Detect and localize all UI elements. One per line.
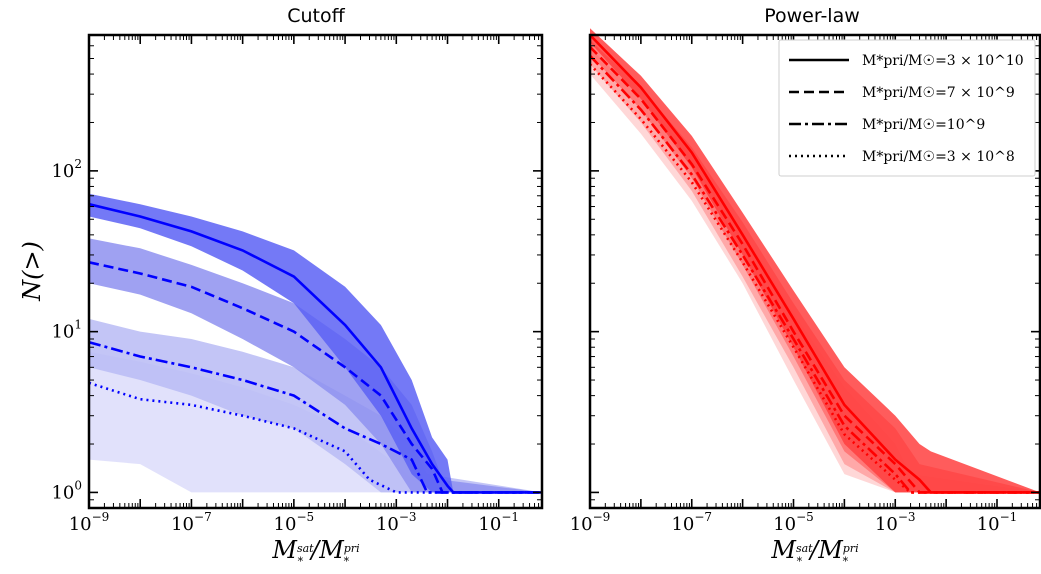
x-tick-label: 10−1 xyxy=(977,510,1018,535)
x-tick-label: 10−9 xyxy=(69,510,110,535)
x-tick-label: 10−7 xyxy=(171,510,212,535)
x-tick-label: 10−7 xyxy=(671,510,712,535)
legend-box xyxy=(778,39,1036,177)
series-lines xyxy=(88,202,542,494)
x-axis-label-text: Msat */Mpri * xyxy=(770,536,858,568)
axis-ticks: 10−9 10−7 10−5 10−3 10−1 100 101 102 xyxy=(51,34,542,535)
band-dashed xyxy=(89,238,542,493)
y-tick-label: 101 xyxy=(51,318,82,343)
legend-items: M*pri/M☉=3 × 10^10 M*pri/M☉=7 × 10^9 M*pri… xyxy=(789,53,1024,165)
y-axis-label: N(>) xyxy=(18,241,46,302)
x-tick-label: 10−1 xyxy=(478,510,519,535)
y-tick-label: 102 xyxy=(51,157,82,182)
x-axis-label-text: Msat */Mpri * xyxy=(271,536,359,568)
series-line-dashdot xyxy=(589,54,1040,494)
x-tick-label: 10−5 xyxy=(274,510,315,535)
band-solid xyxy=(590,28,1040,493)
series-line-dashed xyxy=(589,45,1040,494)
panel-title-cutoff: Cutoff xyxy=(287,5,345,27)
series-line-dotted xyxy=(589,63,1040,494)
x-axis-label-right: Msat */Mpri * xyxy=(770,536,858,568)
plot-frame xyxy=(87,33,544,510)
x-tick-label: 10−3 xyxy=(875,510,916,535)
y-tick-label: 100 xyxy=(51,478,82,503)
band-dashdot xyxy=(89,318,542,493)
x-tick-label: 10−9 xyxy=(570,510,611,535)
panel-power-law: Power-law 10−9 10−7 10−5 10−3 10−1 M*pri/M☉=… xyxy=(570,5,1041,535)
x-tick-label: 10−3 xyxy=(376,510,417,535)
series-line-dashdot xyxy=(88,340,542,494)
legend-label: M*pri/M☉=10^9 xyxy=(862,117,985,133)
plot-frame xyxy=(588,33,1041,510)
legend-label: M*pri/M☉=3 × 10^10 xyxy=(862,53,1024,69)
legend: M*pri/M☉=3 × 10^10 M*pri/M☉=7 × 10^9 M*pri… xyxy=(778,39,1036,177)
panel-cutoff: Cutoff 10−9 10−7 10−5 10−3 10−1 100 101 102 xyxy=(51,5,544,535)
legend-label: M*pri/M☉=3 × 10^8 xyxy=(862,149,1015,165)
series-line-dotted xyxy=(88,381,542,494)
panel-title-power-law: Power-law xyxy=(764,5,860,27)
series-line-solid xyxy=(88,202,542,494)
x-axis-label-left: Msat */Mpri * xyxy=(271,536,359,568)
series-line-dashed xyxy=(88,261,542,494)
band-solid xyxy=(89,193,542,493)
x-tick-label: 10−5 xyxy=(773,510,814,535)
series-line-solid xyxy=(589,34,1040,494)
uncertainty-bands xyxy=(89,193,542,493)
series-lines xyxy=(589,34,1040,494)
legend-label: M*pri/M☉=7 × 10^9 xyxy=(862,85,1015,101)
